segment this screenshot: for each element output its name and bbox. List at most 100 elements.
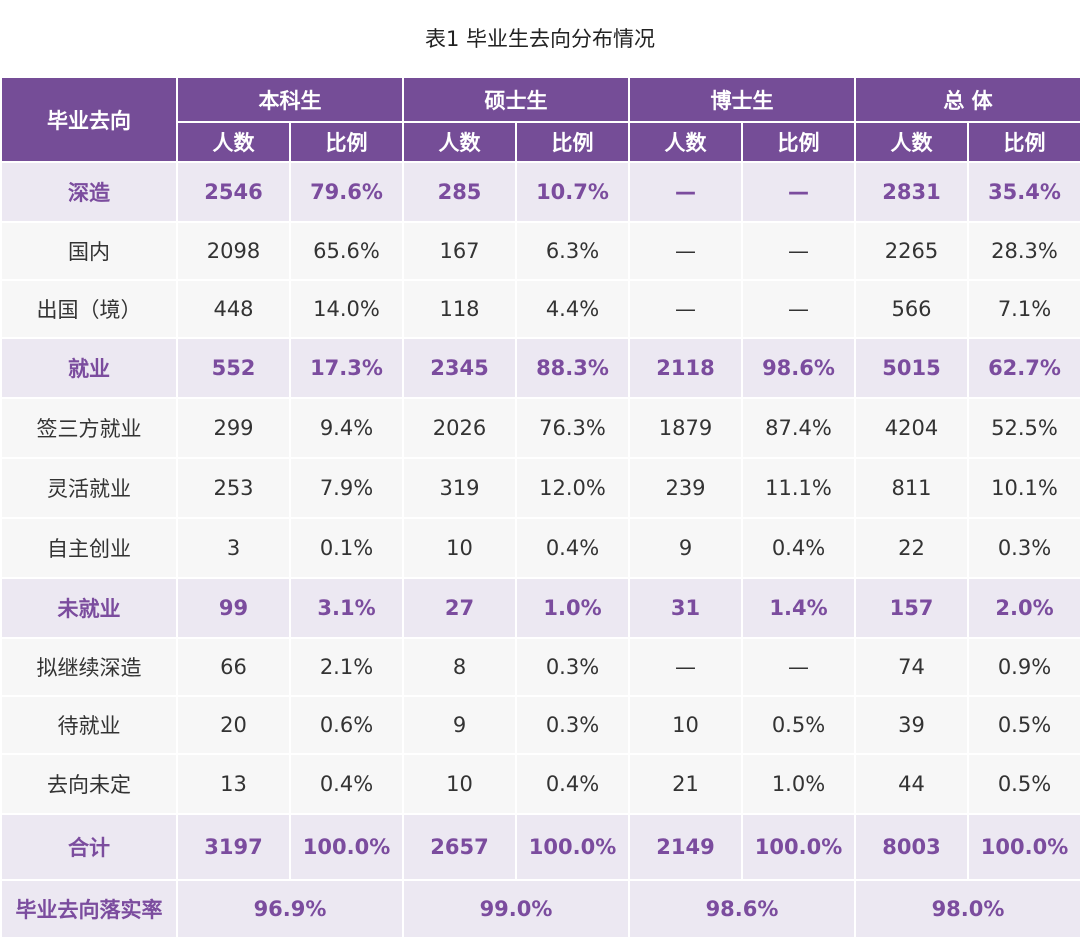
ratio-cell: 6.3% <box>515 221 630 281</box>
ratio-cell: 2.0% <box>967 577 1080 639</box>
ratio-cell: 100.0% <box>515 813 630 881</box>
category-row: 合计 3197 100.0% 2657 100.0% 2149 100.0% 8003 100.… <box>0 813 1080 881</box>
count-cell: 118 <box>402 279 517 339</box>
row-label: 毕业去向落实率 <box>0 879 178 939</box>
ratio-cell: 7.9% <box>289 457 404 519</box>
count-cell: 4204 <box>854 397 969 459</box>
group-header-doctor: 博士生 <box>628 76 856 123</box>
ratio-cell: — <box>741 637 856 697</box>
category-row: 就业 552 17.3% 2345 88.3% 2118 98.6% 5015 62.7% <box>0 337 1080 399</box>
ratio-cell: 0.3% <box>967 517 1080 579</box>
count-cell: 167 <box>402 221 517 281</box>
count-cell: 448 <box>176 279 291 339</box>
table-title: 表1 毕业生去向分布情况 <box>424 27 656 51</box>
ratio-cell: 10.7% <box>515 161 630 223</box>
ratio-cell: 0.5% <box>967 753 1080 815</box>
count-cell: 2657 <box>402 813 517 881</box>
count-cell: — <box>628 161 743 223</box>
count-cell: 99 <box>176 577 291 639</box>
ratio-cell: — <box>741 221 856 281</box>
ratio-cell: 9.4% <box>289 397 404 459</box>
row-label: 国内 <box>0 221 178 281</box>
ratio-cell: 0.3% <box>515 695 630 755</box>
count-cell: 10 <box>402 517 517 579</box>
ratio-cell: 0.3% <box>515 637 630 697</box>
ratio-cell: 0.9% <box>967 637 1080 697</box>
count-cell: 8 <box>402 637 517 697</box>
row-label: 深造 <box>0 161 178 223</box>
ratio-cell: 98.6% <box>741 337 856 399</box>
table-row: 签三方就业 299 9.4% 2026 76.3% 1879 87.4% 4204 52.5% <box>0 397 1080 459</box>
ratio-cell: 1.0% <box>515 577 630 639</box>
ratio-cell: — <box>741 161 856 223</box>
count-cell: 253 <box>176 457 291 519</box>
count-cell: 10 <box>628 695 743 755</box>
subheader-ratio: 比例 <box>289 121 404 163</box>
count-cell: 5015 <box>854 337 969 399</box>
category-row: 深造 2546 79.6% 285 10.7% — —2831 35.4% <box>0 161 1080 223</box>
ratio-cell: 1.4% <box>741 577 856 639</box>
ratio-cell: 87.4% <box>741 397 856 459</box>
ratio-cell: 62.7% <box>967 337 1080 399</box>
count-cell: — <box>628 279 743 339</box>
table-row: 自主创业 3 0.1% 10 0.4% 9 0.4% 22 0.3% <box>0 517 1080 579</box>
ratio-cell: 12.0% <box>515 457 630 519</box>
count-cell: 3 <box>176 517 291 579</box>
ratio-cell: 0.4% <box>515 753 630 815</box>
row-label: 去向未定 <box>0 753 178 815</box>
group-header-total: 总 体 <box>854 76 1080 123</box>
ratio-cell: 0.5% <box>967 695 1080 755</box>
count-cell: 239 <box>628 457 743 519</box>
count-cell: 2149 <box>628 813 743 881</box>
subheader-count: 人数 <box>628 121 743 163</box>
category-row: 未就业 99 3.1% 27 1.0% 31 1.4% 157 2.0% <box>0 577 1080 639</box>
count-cell: 10 <box>402 753 517 815</box>
ratio-cell: 4.4% <box>515 279 630 339</box>
rate-cell: 96.9% <box>176 879 404 939</box>
placement-rate-row: 毕业去向落实率 96.9% 99.0% 98.6% 98.0% <box>0 879 1080 939</box>
group-header-master: 硕士生 <box>402 76 630 123</box>
count-cell: 2345 <box>402 337 517 399</box>
ratio-cell: 3.1% <box>289 577 404 639</box>
count-cell: 157 <box>854 577 969 639</box>
subheader-count: 人数 <box>176 121 291 163</box>
count-cell: 2265 <box>854 221 969 281</box>
ratio-cell: 7.1% <box>967 279 1080 339</box>
count-cell: 1879 <box>628 397 743 459</box>
count-cell: 319 <box>402 457 517 519</box>
count-cell: 566 <box>854 279 969 339</box>
count-cell: 22 <box>854 517 969 579</box>
count-cell: 20 <box>176 695 291 755</box>
ratio-cell: 0.5% <box>741 695 856 755</box>
count-cell: 811 <box>854 457 969 519</box>
row-label: 出国（境） <box>0 279 178 339</box>
count-cell: — <box>628 637 743 697</box>
rate-cell: 98.6% <box>628 879 856 939</box>
ratio-cell: 100.0% <box>741 813 856 881</box>
ratio-cell: 0.4% <box>289 753 404 815</box>
rate-cell: 99.0% <box>402 879 630 939</box>
table-row: 去向未定 13 0.4% 10 0.4% 21 1.0% 44 0.5% <box>0 753 1080 815</box>
ratio-cell: 28.3% <box>967 221 1080 281</box>
count-cell: 66 <box>176 637 291 697</box>
ratio-cell: 65.6% <box>289 221 404 281</box>
count-cell: 9 <box>628 517 743 579</box>
count-cell: 27 <box>402 577 517 639</box>
ratio-cell: 52.5% <box>967 397 1080 459</box>
count-cell: 285 <box>402 161 517 223</box>
count-cell: 2098 <box>176 221 291 281</box>
count-cell: 74 <box>854 637 969 697</box>
table-row: 出国（境） 448 14.0% 118 4.4% — —566 7.1% <box>0 279 1080 339</box>
count-cell: 21 <box>628 753 743 815</box>
ratio-cell: 0.1% <box>289 517 404 579</box>
ratio-cell: 100.0% <box>289 813 404 881</box>
ratio-cell: 14.0% <box>289 279 404 339</box>
table-row: 待就业 20 0.6% 9 0.3% 10 0.5% 39 0.5% <box>0 695 1080 755</box>
ratio-cell: 1.0% <box>741 753 856 815</box>
group-header-undergrad: 本科生 <box>176 76 404 123</box>
row-label: 自主创业 <box>0 517 178 579</box>
row-label: 签三方就业 <box>0 397 178 459</box>
count-cell: 3197 <box>176 813 291 881</box>
ratio-cell: 0.4% <box>741 517 856 579</box>
ratio-cell: 88.3% <box>515 337 630 399</box>
